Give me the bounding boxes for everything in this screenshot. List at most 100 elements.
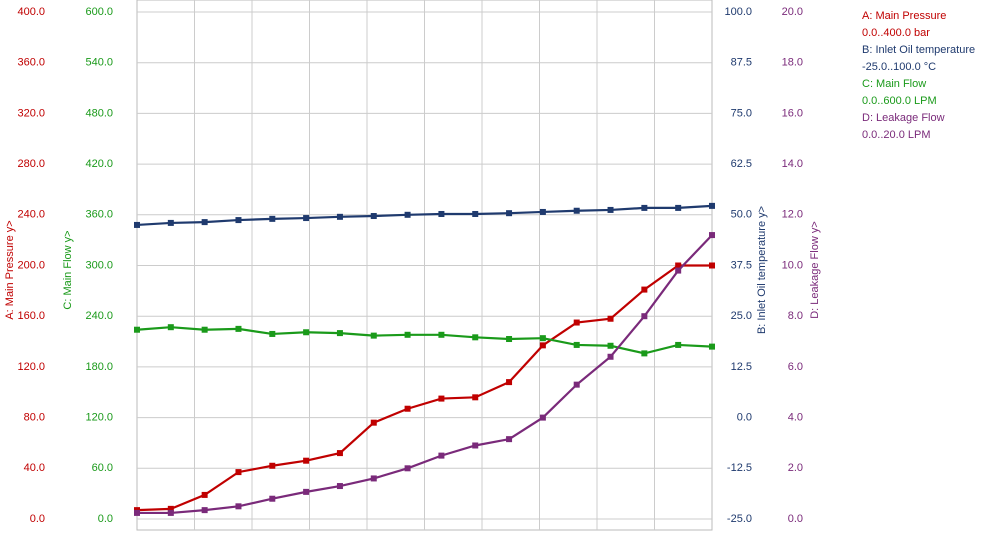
series-line [137,234,713,515]
y-tick-label: 120.0 [85,412,113,424]
y-tick-label: 80.0 [24,412,45,424]
y-tick-label: 420.0 [85,158,113,170]
data-point [641,350,648,357]
data-point [539,208,546,215]
y-tick-label: -12.5 [727,462,752,474]
data-point [370,419,377,426]
data-point [709,202,715,209]
data-point [336,483,343,490]
y-tick-label: 12.5 [731,361,752,373]
legend-name: A: Main Pressure [862,10,946,22]
y-tick-label: 0.0 [30,513,45,525]
data-point [709,232,715,239]
data-point [539,335,546,342]
y-tick-label: 540.0 [85,57,113,69]
y-tick-label: 60.0 [92,462,113,474]
data-point [235,325,242,332]
data-point [641,204,648,211]
data-point [404,465,411,472]
y-tick-label: 0.0 [788,513,803,525]
data-point [539,342,546,349]
y-tick-label: 0.0 [98,513,113,525]
series-line [136,264,712,512]
data-point [573,207,580,214]
y-tick-label: 300.0 [85,259,113,271]
data-point [235,469,242,476]
y-tick-label: 4.0 [788,412,803,424]
y-tick-label: 480.0 [85,107,113,119]
y-tick-label: 100.0 [724,6,752,18]
data-point [607,342,614,349]
y-tick-label: 14.0 [782,158,803,170]
data-point [167,509,174,516]
data-point [438,395,445,402]
y-tick-label: 87.5 [731,57,752,69]
data-point [709,262,715,269]
data-point [269,495,276,502]
axis-title: C: Main Flow y> [62,230,74,309]
y-tick-label: 75.0 [731,107,752,119]
data-point [336,330,343,337]
data-point [506,336,513,343]
data-point [134,326,140,333]
data-point [641,286,648,293]
y-tick-label: 0.0 [737,412,752,424]
data-point [438,452,445,459]
legend-name: B: Inlet Oil temperature [862,44,975,56]
data-point [303,215,310,222]
y-tick-label: 160.0 [17,310,45,322]
legend-name: D: Leakage Flow [862,112,945,124]
data-point [472,334,479,341]
y-tick-label: 200.0 [17,259,45,271]
data-point [167,324,174,331]
y-tick-label: 320.0 [17,107,45,119]
data-point [303,457,310,464]
data-point [370,213,377,220]
y-tick-label: 400.0 [17,6,45,18]
data-point [641,313,648,320]
data-point [404,211,411,218]
legend-range: 0.0..400.0 bar [862,27,930,39]
data-point [573,381,580,388]
data-point [167,219,174,226]
y-tick-label: 360.0 [17,57,45,69]
y-tick-label: 10.0 [782,259,803,271]
data-point [438,331,445,338]
data-point [675,204,682,211]
data-point [134,509,140,516]
series-line [136,204,713,227]
data-point [201,491,208,498]
y-tick-label: -25.0 [727,513,752,525]
series-line [136,326,713,355]
y-tick-label: 240.0 [85,310,113,322]
data-point [573,341,580,348]
data-point [675,341,682,348]
y-tick-label: 180.0 [85,361,113,373]
data-point [404,331,411,338]
data-point [201,507,208,514]
y-tick-label: 280.0 [17,158,45,170]
data-point [370,475,377,482]
data-point [167,505,174,512]
axis-title: A: Main Pressure y> [4,220,16,319]
y-tick-label: 20.0 [782,6,803,18]
data-point [235,217,242,224]
y-tick-label: 600.0 [85,6,113,18]
y-tick-label: 360.0 [85,209,113,221]
data-point [404,405,411,412]
data-point [675,262,682,269]
legend-range: -25.0..100.0 °C [862,61,936,73]
y-tick-label: 8.0 [788,310,803,322]
data-point [539,414,546,421]
legend-range: 0.0..20.0 LPM [862,129,931,141]
data-point [607,315,614,322]
y-tick-label: 6.0 [788,361,803,373]
data-point [438,210,445,217]
data-point [303,488,310,495]
y-tick-label: 25.0 [731,310,752,322]
data-point [336,450,343,457]
legend-range: 0.0..600.0 LPM [862,95,937,107]
y-tick-label: 62.5 [731,158,752,170]
data-point [709,343,715,350]
